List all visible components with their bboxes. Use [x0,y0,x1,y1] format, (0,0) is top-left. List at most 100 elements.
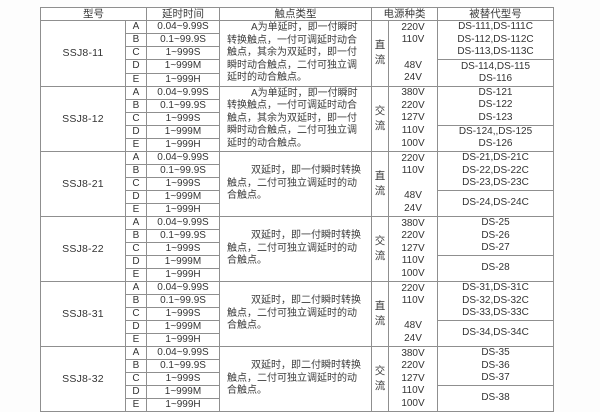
delay-value: 0.04~9.99S [146,20,220,34]
delay-value: 0.04~9.99S [146,346,220,360]
voltage-value: 127V [401,112,425,124]
replaced-models-cell: DS-34,DS-34C [437,320,554,347]
table-row: B 0.1~99.9S [41,229,554,243]
variant-letter: C [125,46,147,60]
header-replaced: 被替代型号 [437,7,554,21]
contact-type-cell: 双延时，即二付瞬时转换触点，二付可独立调延时的动合触点。 [219,346,372,412]
variant-letter: D [125,190,147,204]
variant-letter: B [125,164,147,178]
delay-value: 1~999H [146,138,220,152]
replaced-model: DS-123 [478,111,513,123]
delay-value: 1~999M [146,190,220,204]
delay-value: 1~999M [146,59,220,74]
replaced-model: DS-126 [478,138,513,150]
variant-letter: D [125,255,147,269]
voltage-value: 380V [401,347,425,359]
delay-value: 1~999S [146,177,220,191]
power-kind-label: 直流 [374,39,386,67]
voltage-value: 220V [401,230,425,242]
replaced-models-cell: DS-24,DS-24C [437,190,554,217]
model-cell: SSJ8-21 [40,151,126,217]
replaced-models-cell: DS-35 DS-36 DS-37 [437,346,554,386]
replaced-model: DS-28 [481,262,510,274]
variant-letter: E [125,398,147,412]
table-row: C 1~999S [41,111,554,126]
voltage-value: 110V [401,34,425,46]
power-kind-label: 直流 [374,300,386,327]
voltage-cell: 220V 110V 48V 24V [388,151,438,217]
voltage-cell: 380V 220V 127V 110V 100V [388,216,438,282]
replaced-model: DS-21,DS-21C [462,152,529,164]
variant-letter: C [125,177,147,191]
replaced-model: DS-25 [481,217,510,229]
variant-letter: E [125,138,147,152]
delay-value: 1~999H [146,398,220,412]
contact-type-text: A为单延时，即一付瞬时转换触点，一付可调延时动合触点，其余为双延时，即一付瞬时动… [227,87,358,149]
variant-letter: B [125,98,147,113]
power-kind-cell: 直流 [371,20,389,87]
voltage-value: 24V [404,332,422,344]
table-row: SSJ8-22 A 0.04~9.99S 双延时，即一付瞬时转换触点，二付可独立… [40,216,554,282]
replaced-models-cell: DS-124,,DS-125 DS-126 [437,124,554,152]
replaced-model: DS-24,DS-24C [462,197,529,209]
delay-value: 0.1~99.9S [146,229,220,243]
power-kind-cell: 直流 [371,281,389,347]
table-row: B 0.1~99.9S [41,98,554,113]
voltage-value: 220V [401,99,425,111]
delay-value: 0.04~9.99S [146,85,220,100]
delay-value: 1~999H [146,203,220,217]
delay-value: 1~999H [146,333,220,347]
replaced-model: DS-114,DS-115 [460,60,531,72]
delay-value: 1~999S [146,111,220,126]
replaced-model: DS-33,DS-33C [462,307,529,319]
header-model: 型号 [40,7,147,21]
voltage-value: 220V [401,21,425,33]
replaced-model: DS-113,DS-113C [457,46,534,58]
replaced-model: DS-32,DS-32C [462,294,529,306]
contact-type-text: 双延时，即一付瞬时转换触点，二付可独立调延时的动合触点。 [227,165,361,202]
voltage-value [390,47,437,60]
voltage-value [390,178,437,191]
header-row: 型号 延时时间 触点类型 电源种类 被替代型号 [40,7,554,21]
replaced-model: DS-112,DS-112C [457,33,534,45]
power-kind-label: 交流 [374,365,386,392]
voltage-value: 110V [401,125,425,137]
table-row: D 1~999M DS-124,,DS-125 DS-126 [41,124,554,152]
table-row: C 1~999S [41,46,554,60]
replaced-models-cell: DS-121 DS-122 DS-123 [437,85,554,126]
replaced-models-cell: DS-114,DS-115 DS-116 [437,59,554,87]
delay-value: 1~999H [146,268,220,282]
delay-value: 0.1~99.9S [146,33,220,47]
contact-type-text: 双延时，即二付瞬时转换触点，二付可独立调延时的动合触点。 [227,360,361,397]
voltage-value: 48V [404,190,422,202]
delay-value: 0.1~99.9S [146,359,220,373]
replaced-model: DS-31,DS-31C [462,282,529,294]
replaced-model: DS-116 [478,72,513,84]
replaced-model: DS-34,DS-34C [462,327,529,339]
variant-letter: C [125,307,147,321]
voltage-value: 220V [401,360,425,372]
voltage-value: 380V [401,87,425,99]
variant-letter: B [125,33,147,47]
voltage-value: 100V [401,137,425,149]
delay-value: 0.1~99.9S [146,98,220,113]
contact-type-cell: 双延时，即一付瞬时转换触点，二付可独立调延时的动合触点。 [219,151,372,217]
replaced-model: DS-124,,DS-125 [458,126,533,138]
power-kind-label: 直流 [374,170,386,197]
delay-value: 0.1~99.9S [146,294,220,308]
delay-value: 1~999M [146,255,220,269]
variant-letter: A [125,346,147,360]
variant-letter: B [125,294,147,308]
delay-value: 1~999S [146,46,220,60]
variant-letter: D [125,124,147,139]
variant-letter: E [125,268,147,282]
delay-value: 1~999M [146,385,220,399]
voltage-value: 110V [401,295,425,307]
header-delay: 延时时间 [146,7,220,21]
table-row: SSJ8-11 A 0.04~9.99S A为单延时，即一付瞬时转换触点，一付可… [40,20,554,87]
delay-value: 0.04~9.99S [146,151,220,165]
replaced-model: DS-38 [481,392,510,404]
header-contact: 触点类型 [219,7,372,21]
voltage-value: 110V [401,165,425,177]
table-row: E 1~999H [41,138,554,152]
